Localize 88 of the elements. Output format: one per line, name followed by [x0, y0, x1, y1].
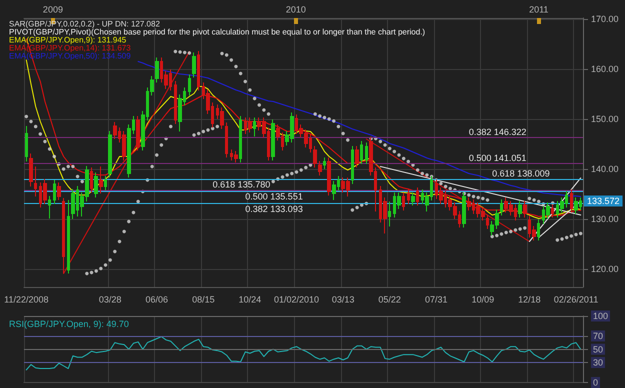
candlestick: [318, 160, 322, 176]
candlestick: [388, 201, 391, 227]
candlestick: [99, 166, 103, 194]
x2-tick-label: 2011: [529, 4, 548, 14]
ref-line-label: 0.618 135.780: [212, 180, 270, 190]
y-tick-label: 0: [593, 378, 598, 388]
candlestick: [365, 142, 368, 164]
candlestick: [327, 157, 331, 196]
candlestick: [90, 167, 93, 193]
candlestick: [104, 176, 107, 191]
x-tick-label: 12/18: [518, 294, 541, 304]
series-label: RSI(GBP/JPY.Open, 9): 49.70: [9, 319, 129, 329]
candlestick: [188, 74, 191, 96]
candlestick: [48, 196, 51, 219]
candlestick: [523, 200, 527, 218]
y-tick-label: 170.00: [591, 14, 619, 24]
x2-tick-label: 2010: [286, 4, 306, 14]
candlestick: [220, 107, 224, 130]
candlestick: [34, 166, 37, 197]
candlestick: [570, 189, 573, 213]
y-tick-label: 130.00: [591, 214, 619, 224]
line-series: [26, 336, 582, 370]
x-tick-label: 10/24: [238, 294, 262, 304]
ref-line-label: 0.500 141.051: [468, 153, 526, 164]
candlestick: [411, 192, 415, 206]
candlestick: [136, 116, 140, 151]
y-tick-label: 30: [593, 358, 604, 368]
candlestick: [355, 146, 359, 168]
candlestick: [71, 188, 75, 220]
candlestick: [174, 80, 177, 124]
x-tick-label: 10/09: [472, 294, 494, 304]
candlestick: [360, 140, 363, 164]
candlestick: [53, 180, 56, 204]
candlestick: [518, 200, 522, 218]
x-tick-label: 07/31: [424, 294, 448, 304]
ref-line-label: 0.382 133.093: [245, 204, 303, 214]
candlestick: [407, 189, 410, 204]
candlestick: [500, 199, 503, 216]
x-tick-label: 03/13: [332, 294, 354, 304]
candlestick: [108, 130, 112, 178]
candlestick: [94, 172, 98, 198]
candlestick: [239, 116, 242, 163]
y-tick-label: 100: [593, 311, 608, 321]
x-tick-label: 06/06: [145, 294, 168, 304]
candlestick: [271, 119, 275, 161]
candlestick: [197, 50, 200, 91]
x-tick-label: 03/28: [98, 294, 122, 304]
candlestick: [225, 122, 228, 158]
candlestick: [192, 52, 196, 78]
candlestick: [402, 192, 405, 211]
candlestick: [25, 126, 28, 162]
candlestick: [113, 122, 117, 140]
text: EMA(GBP/JPY.Open,9): 131.945: [9, 36, 127, 44]
candlestick: [467, 197, 471, 211]
y-tick-label: 140.00: [591, 164, 619, 174]
candlestick: [486, 214, 489, 230]
y-tick-label: 50: [593, 344, 604, 354]
x2-tick-label: 2009: [42, 4, 63, 14]
y-tick-label: 70: [593, 330, 604, 341]
x-tick-label: 02/26/2011: [554, 294, 598, 304]
candlestick: [67, 200, 70, 274]
candlestick: [155, 57, 159, 83]
annotation: PIVOT(GBP/JPY,Pivot)(Chosen base period for the pivot calculation must be equal to or longer than the chart period.): [9, 28, 426, 36]
ref-line-label: 0.500 135.551: [245, 192, 303, 202]
x-tick-label: 08/15: [192, 294, 215, 304]
y-tick-label: 150.00: [591, 114, 619, 124]
candlestick: [416, 187, 419, 206]
ref-line-label: 0.382 146.322: [468, 126, 526, 137]
candlestick: [253, 117, 256, 137]
x-tick-label: 05/22: [378, 294, 401, 304]
candlestick: [248, 117, 252, 133]
y-tick-label: 120.00: [591, 264, 619, 274]
x-tick-label: 11/22/2008: [4, 294, 49, 304]
candlestick: [574, 197, 578, 214]
candlestick: [122, 130, 126, 161]
y-tick-label: 160.00: [591, 64, 619, 74]
candlestick: [351, 146, 354, 184]
text: SAR(GBP/JPY,0.02,0.2) - UP DN: 127.082: [9, 20, 160, 28]
candlestick: [234, 150, 238, 163]
candlestick: [29, 153, 33, 187]
candlestick: [43, 178, 47, 204]
candlestick: [537, 219, 540, 241]
text: 133.572: [587, 196, 620, 206]
ref-line-label: 0.618 138.009: [492, 168, 550, 178]
x-tick-label: 01/02/2010: [274, 294, 320, 304]
candlestick: [323, 157, 326, 170]
candlestick: [57, 182, 61, 200]
candlestick: [313, 146, 317, 168]
